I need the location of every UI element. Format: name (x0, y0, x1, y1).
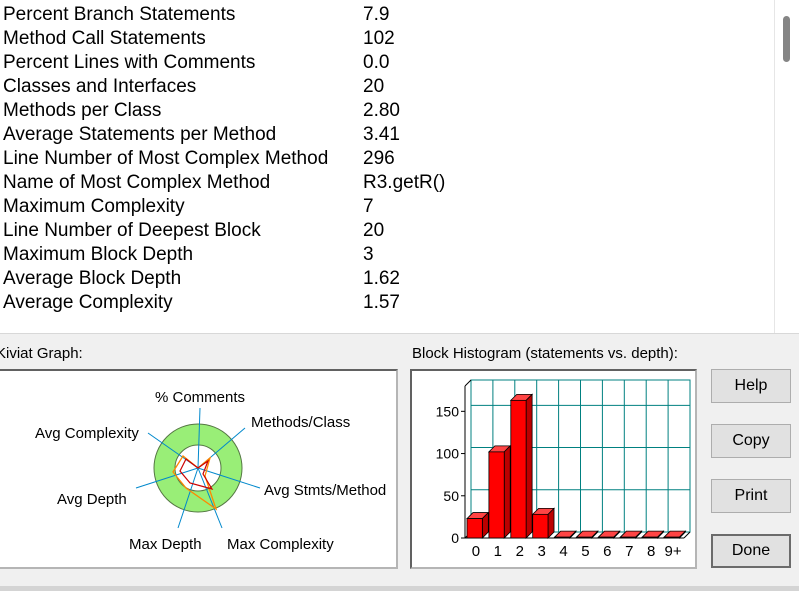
histogram-bar (576, 536, 593, 539)
metric-label: Maximum Complexity (3, 196, 185, 217)
metric-value: R3.getR() (363, 172, 446, 193)
x-tick-label: 0 (472, 543, 480, 560)
y-tick-label: 50 (443, 488, 459, 504)
axis-max-complexity (197, 467, 223, 529)
kiviat-axis-label: Methods/Class (251, 414, 350, 431)
metric-value: 2.80 (363, 100, 400, 121)
metric-label: Maximum Block Depth (3, 244, 194, 265)
done-button[interactable]: Done (711, 534, 791, 568)
x-tick-label: 5 (581, 543, 589, 560)
metric-label: Line Number of Most Complex Method (3, 148, 329, 169)
scrollbar-thumb[interactable] (783, 16, 790, 62)
vertical-scrollbar[interactable] (774, 0, 799, 333)
window-bottom-edge (0, 586, 799, 591)
kiviat-metric-polygon (172, 455, 218, 511)
metric-label: Line Number of Deepest Block (3, 220, 261, 241)
metric-value: 7 (363, 196, 374, 217)
metric-value: 296 (363, 148, 395, 169)
metric-value: 20 (363, 220, 385, 241)
bar-side (525, 393, 533, 539)
copy-button[interactable]: Copy (711, 424, 791, 458)
kiviat-axis-label: Avg Depth (57, 491, 127, 508)
histogram-bar (641, 536, 658, 539)
x-tick-label: 6 (603, 543, 611, 560)
x-tick-label: 9+ (664, 543, 681, 560)
floor-side-edge (683, 531, 691, 539)
x-tick-label: 7 (625, 543, 633, 560)
metric-label: Percent Branch Statements (3, 4, 236, 25)
metric-value: 1.62 (363, 268, 400, 289)
histogram-bar (597, 536, 615, 539)
axis-comments (197, 407, 201, 469)
histogram-bar (619, 536, 637, 539)
axis-avg-stmts (197, 467, 261, 489)
metric-label: Average Block Depth (3, 268, 182, 289)
kiviat-axis-label: % Comments (155, 389, 245, 406)
histogram-bar (510, 399, 527, 539)
x-tick-label: 4 (559, 543, 567, 560)
histogram-bar (663, 536, 680, 539)
histogram-label: Block Histogram (statements vs. depth): (412, 345, 678, 362)
histogram-bar (554, 536, 571, 539)
metric-value: 102 (363, 28, 395, 49)
kiviat-graph-label: Kiviat Graph: (0, 345, 83, 362)
kiviat-axis-label: Avg Stmts/Method (264, 482, 386, 499)
metric-label: Name of Most Complex Method (3, 172, 271, 193)
bar-side (503, 444, 511, 539)
kiviat-axis-label: Max Depth (129, 536, 202, 553)
help-button[interactable]: Help (711, 369, 791, 403)
print-button[interactable]: Print (711, 479, 791, 513)
kiviat-graph-panel: % Comments Methods/Class Avg Stmts/Metho… (0, 369, 398, 569)
metric-label: Percent Lines with Comments (3, 52, 256, 73)
x-tick-label: 1 (494, 543, 502, 560)
kiviat-axis-label: Max Complexity (227, 536, 334, 553)
x-tick-label: 8 (647, 543, 655, 560)
x-tick-label: 3 (537, 543, 545, 560)
kiviat-graph: % Comments Methods/Class Avg Stmts/Metho… (35, 389, 386, 553)
metric-label: Average Complexity (3, 292, 173, 313)
metric-value: 7.9 (363, 4, 390, 25)
metric-value: 20 (363, 76, 385, 97)
axis-avg-depth (135, 467, 199, 489)
histogram-bar (466, 518, 483, 539)
histogram-bar (532, 513, 549, 539)
axis-depth-edge (464, 379, 472, 387)
x-tick-label: 2 (516, 543, 524, 560)
metric-label: Method Call Statements (3, 28, 206, 49)
metric-value: 1.57 (363, 292, 400, 313)
metric-label: Average Statements per Method (3, 124, 277, 145)
histogram-panel: 0 50 100 150 0 1 2 3 4 5 6 7 8 9+ (410, 369, 697, 569)
metric-value: 3.41 (363, 124, 400, 145)
metric-label: Classes and Interfaces (3, 76, 197, 97)
histogram-bar (488, 451, 505, 539)
kiviat-limit-polygon (179, 458, 214, 490)
kiviat-axis-label: Avg Complexity (35, 425, 139, 442)
metric-value: 0.0 (363, 52, 390, 73)
metric-value: 3 (363, 244, 374, 265)
y-tick-label: 100 (436, 446, 460, 462)
metric-label: Methods per Class (3, 100, 162, 121)
y-tick-label: 150 (436, 403, 460, 419)
metrics-panel: Percent Branch Statements 7.9 Method Call … (0, 0, 799, 334)
y-tick-label: 0 (451, 530, 459, 546)
axis-max-depth (177, 467, 199, 529)
